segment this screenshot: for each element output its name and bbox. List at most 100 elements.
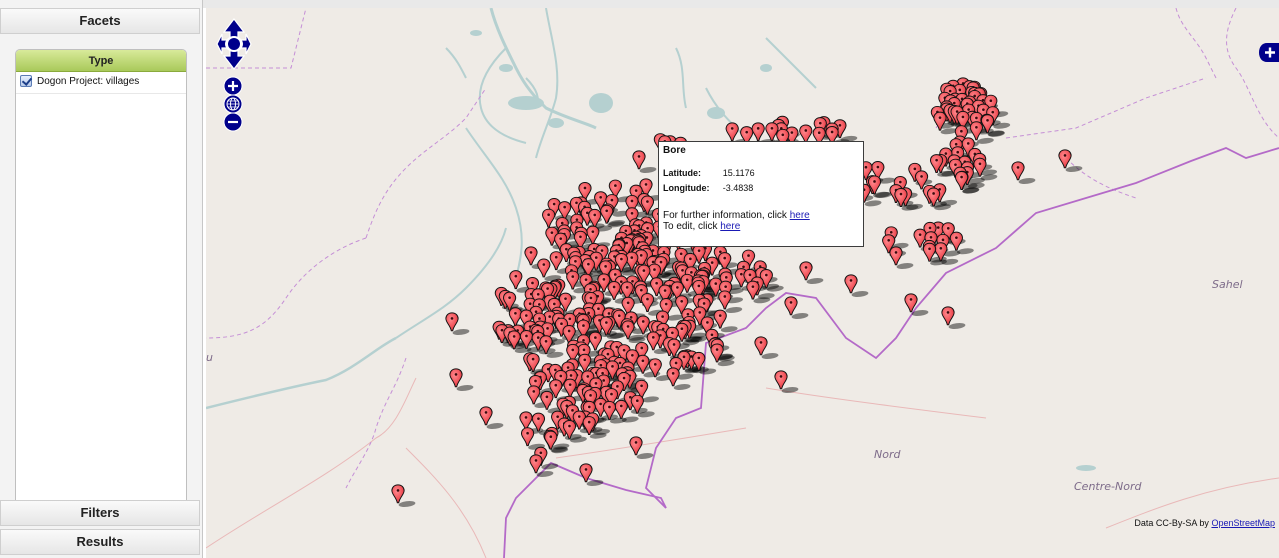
village-marker-icon[interactable] bbox=[607, 281, 621, 300]
marker-shadow bbox=[452, 329, 470, 335]
village-marker-icon[interactable] bbox=[542, 208, 556, 228]
marker-shadow bbox=[988, 130, 1005, 137]
village-marker-icon[interactable] bbox=[600, 204, 614, 224]
marker-shadow bbox=[781, 387, 799, 393]
village-marker-icon[interactable] bbox=[799, 261, 813, 281]
marker-shadow bbox=[642, 396, 659, 403]
top-strip bbox=[0, 0, 1279, 8]
facets-panel: Type Dogon Project: villages bbox=[15, 49, 187, 501]
zoom-out-minus-icon[interactable] bbox=[223, 112, 243, 132]
village-marker-icon[interactable] bbox=[784, 296, 798, 316]
marker-shadow bbox=[980, 174, 998, 181]
marker-shadow bbox=[761, 353, 779, 359]
further-info-line: For further information, click here bbox=[663, 210, 859, 221]
results-header[interactable]: Results bbox=[0, 529, 200, 555]
facet-item-dogon-villages[interactable]: Dogon Project: villages bbox=[16, 72, 186, 94]
map-layer bbox=[206, 8, 1279, 558]
village-marker-icon[interactable] bbox=[529, 454, 543, 474]
further-info-link[interactable]: here bbox=[789, 210, 810, 221]
village-marker-icon[interactable] bbox=[718, 290, 732, 310]
village-marker-icon[interactable] bbox=[629, 436, 643, 456]
village-marker-icon[interactable] bbox=[524, 246, 538, 266]
village-marker-icon[interactable] bbox=[632, 150, 646, 170]
marker-shadow bbox=[609, 332, 627, 339]
marker-shadow bbox=[589, 432, 607, 439]
village-marker-icon[interactable] bbox=[588, 331, 602, 351]
marker-shadow bbox=[906, 203, 923, 210]
layer-switcher-plus-icon[interactable] bbox=[1258, 42, 1279, 63]
village-marker-icon[interactable] bbox=[949, 231, 963, 251]
marker-shadow bbox=[873, 191, 890, 198]
village-marker-icon[interactable] bbox=[449, 368, 463, 388]
zoom-in-plus-icon[interactable] bbox=[223, 76, 243, 96]
village-marker-icon[interactable] bbox=[969, 121, 984, 141]
marker-shadow bbox=[676, 373, 694, 380]
facet-item-label: Dogon Project: villages bbox=[37, 76, 140, 87]
village-marker-icon[interactable] bbox=[666, 367, 680, 387]
marker-shadow bbox=[606, 333, 624, 340]
facets-header[interactable]: Facets bbox=[0, 8, 200, 34]
marker-shadow bbox=[612, 210, 630, 217]
marker-shadow bbox=[757, 293, 775, 300]
place-label-nord: Nord bbox=[874, 448, 901, 461]
village-marker-icon[interactable] bbox=[754, 336, 768, 356]
marker-shadow bbox=[941, 258, 959, 265]
village-marker-icon[interactable] bbox=[479, 406, 493, 426]
village-marker-icon[interactable] bbox=[509, 270, 523, 290]
marker-shadow bbox=[666, 314, 684, 321]
marker-shadow bbox=[628, 337, 646, 344]
marker-shadow bbox=[536, 471, 554, 477]
further-info-text: For further information, click bbox=[663, 210, 787, 221]
village-marker-icon[interactable] bbox=[889, 246, 903, 266]
village-marker-icon[interactable] bbox=[941, 306, 955, 326]
marker-shadow bbox=[753, 297, 771, 304]
village-marker-icon[interactable] bbox=[725, 122, 739, 142]
attribution-text: Data CC-By-SA by bbox=[1134, 518, 1209, 528]
marker-shadow bbox=[962, 187, 980, 194]
village-marker-icon[interactable] bbox=[520, 427, 535, 447]
marker-shadow bbox=[943, 250, 961, 257]
map-attribution: Data CC-By-SA by OpenStreetMap bbox=[1134, 518, 1275, 528]
marker-shadow bbox=[993, 122, 1011, 129]
marker-shadow bbox=[627, 334, 645, 341]
village-marker-icon[interactable] bbox=[844, 274, 858, 294]
village-marker-icon[interactable] bbox=[537, 258, 551, 278]
admin-boundaries bbox=[206, 8, 1279, 489]
facet-checkbox[interactable] bbox=[20, 75, 32, 87]
village-marker-icon[interactable] bbox=[746, 280, 760, 300]
marker-shadow bbox=[901, 204, 919, 211]
marker-shadow bbox=[621, 416, 639, 423]
marker-shadow bbox=[791, 313, 809, 319]
filters-header[interactable]: Filters bbox=[0, 500, 200, 526]
marker-shadow bbox=[689, 332, 707, 339]
marker-shadow bbox=[977, 137, 994, 144]
marker-shadow bbox=[541, 463, 559, 470]
pan-arrows-icon[interactable] bbox=[216, 18, 252, 70]
marker-shadow bbox=[934, 204, 951, 211]
village-marker-icon[interactable] bbox=[527, 385, 541, 405]
marker-shadow bbox=[875, 192, 892, 199]
village-marker-icon[interactable] bbox=[765, 122, 779, 142]
village-marker-icon[interactable] bbox=[549, 251, 563, 271]
village-marker-icon[interactable] bbox=[563, 378, 577, 398]
attribution-link[interactable]: OpenStreetMap bbox=[1211, 518, 1275, 528]
village-marker-icon[interactable] bbox=[640, 293, 655, 312]
village-marker-icon[interactable] bbox=[1011, 161, 1025, 181]
marker-shadow bbox=[968, 177, 985, 184]
village-marker-icon[interactable] bbox=[751, 122, 765, 142]
village-marker-icon[interactable] bbox=[646, 331, 660, 351]
village-marker-icon[interactable] bbox=[391, 484, 405, 504]
edit-link[interactable]: here bbox=[720, 221, 741, 232]
marker-shadow bbox=[948, 323, 966, 329]
popup-longitude-row: Longitude: -3.4838 bbox=[663, 183, 859, 198]
map-viewport[interactable]: Nord Centre-Nord Sahel u Bore Latitude: … bbox=[206, 8, 1279, 558]
village-marker-icon[interactable] bbox=[508, 307, 523, 327]
village-marker-icon[interactable] bbox=[519, 411, 533, 431]
village-marker-icon[interactable] bbox=[1058, 149, 1072, 169]
zoom-world-globe-icon[interactable] bbox=[223, 94, 243, 114]
village-marker-icon[interactable] bbox=[774, 370, 788, 390]
village-marker-icon[interactable] bbox=[445, 312, 459, 332]
marker-shadow bbox=[552, 443, 570, 450]
type-facet-header[interactable]: Type bbox=[16, 50, 186, 72]
marker-shadow bbox=[940, 128, 958, 135]
